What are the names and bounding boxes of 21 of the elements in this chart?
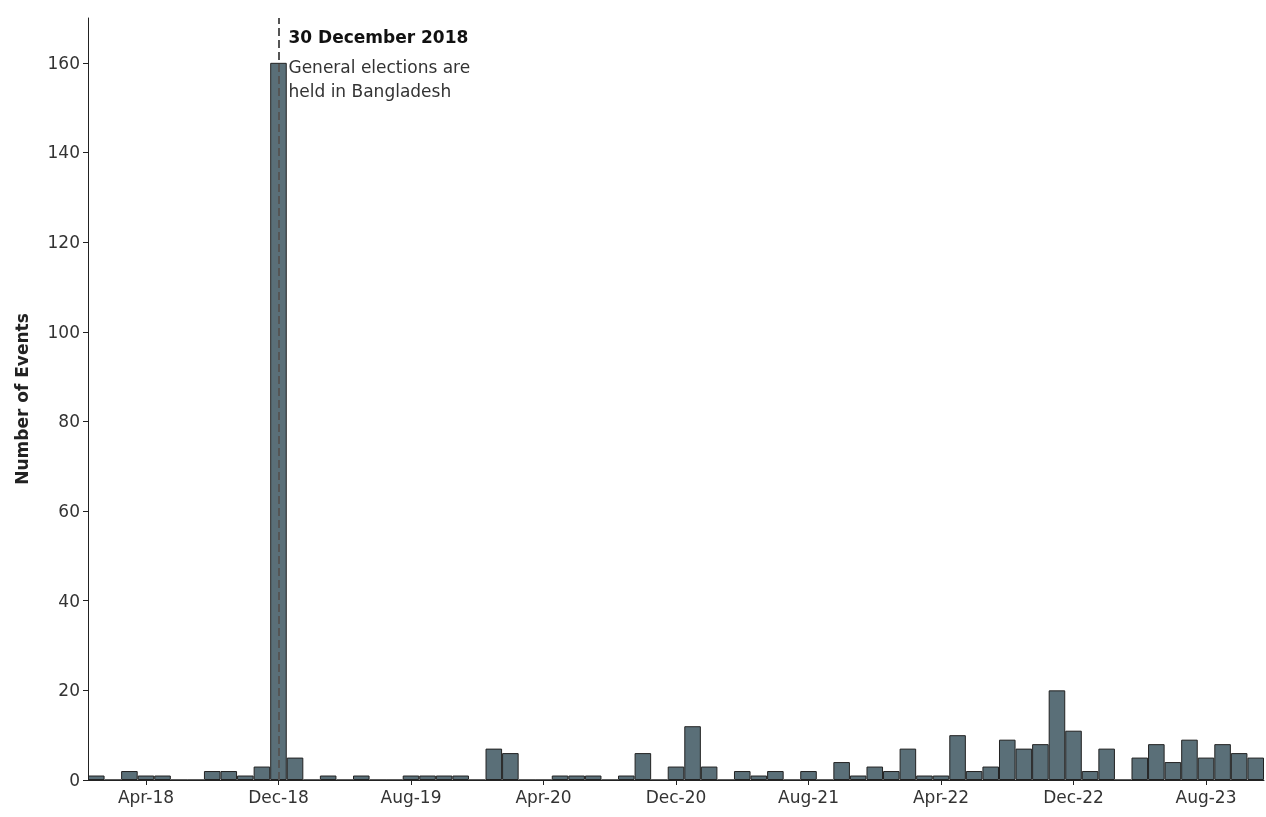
x-tick-label: Apr-20 — [515, 786, 572, 807]
x-tick-label: Dec-20 — [645, 786, 707, 807]
x-tick-label: Aug-23 — [1175, 786, 1237, 807]
y-tick-label: 20 — [58, 680, 80, 701]
y-tick-label: 60 — [58, 501, 80, 522]
x-tick-label: Aug-19 — [380, 786, 442, 807]
x-tick-label: Aug-21 — [778, 786, 839, 807]
y-tick-label: 0 — [69, 770, 80, 790]
x-tick-label: Dec-22 — [1043, 786, 1104, 807]
x-tick-label: Apr-22 — [912, 786, 970, 807]
y-axis-title: Number of Events — [11, 313, 32, 485]
ref-line-label: 30 December 2018 — [288, 27, 469, 48]
y-tick-label: 140 — [47, 142, 80, 163]
y-tick-label: 160 — [47, 52, 80, 73]
y-tick-label: 120 — [47, 232, 80, 253]
y-tick-label: 40 — [58, 590, 80, 611]
y-tick-label: 80 — [58, 411, 80, 432]
x-tick-label: Apr-18 — [117, 786, 175, 807]
y-tick-label: 100 — [47, 321, 80, 342]
annotation: General elections are held in Bangladesh — [288, 56, 476, 101]
x-tick-label: Dec-18 — [248, 786, 309, 807]
